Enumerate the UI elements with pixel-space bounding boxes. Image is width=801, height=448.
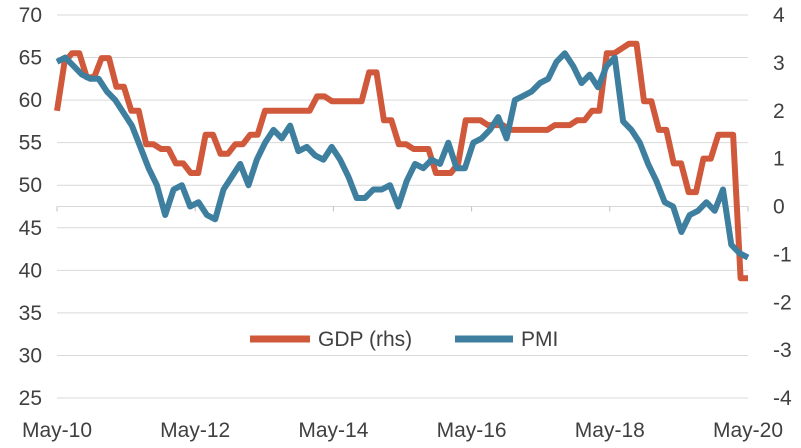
left-tick-label: 60	[19, 89, 42, 112]
right-tick-label: 4	[773, 4, 785, 27]
right-tick-label: 2	[773, 100, 785, 123]
left-tick-label: 25	[19, 387, 42, 410]
left-tick-label: 50	[19, 174, 42, 197]
left-tick-label: 45	[19, 217, 42, 240]
right-tick-label: 0	[773, 196, 785, 219]
left-tick-label: 55	[19, 132, 42, 155]
x-tick-label: May-12	[160, 419, 230, 442]
x-tick-label: May-20	[713, 419, 783, 442]
left-tick-label: 35	[19, 302, 42, 325]
right-y-axis: -4 -3 -2 -1 0 1 2 3 4	[773, 4, 792, 410]
right-tick-label: 3	[773, 52, 785, 75]
series-layer	[54, 40, 750, 282]
legend-pmi-label: PMI	[521, 328, 558, 351]
left-tick-label: 40	[19, 259, 42, 282]
right-tick-label: -4	[773, 387, 792, 410]
right-tick-label: 1	[773, 148, 785, 171]
right-tick-label: -1	[773, 243, 792, 266]
right-tick-label: -2	[773, 291, 792, 314]
x-tick-label: May-18	[575, 419, 645, 442]
legend-gdp-label: GDP (rhs)	[318, 328, 412, 351]
gdp-series-line	[54, 40, 748, 282]
left-tick-label: 65	[19, 47, 42, 70]
pmi-series-line	[55, 50, 750, 261]
x-tick-label: May-10	[22, 419, 92, 442]
legend: GDP (rhs) PMI	[250, 328, 558, 351]
left-tick-label: 70	[19, 4, 42, 27]
left-tick-label: 30	[19, 344, 42, 367]
left-y-axis: 25 30 35 40 45 50 55 60 65 70	[19, 4, 42, 410]
right-tick-label: -3	[773, 339, 792, 362]
x-axis: May-10 May-12 May-14 May-16 May-18 May-20	[22, 206, 783, 442]
x-tick-label: May-14	[298, 419, 368, 442]
x-tick-label: May-16	[437, 419, 507, 442]
